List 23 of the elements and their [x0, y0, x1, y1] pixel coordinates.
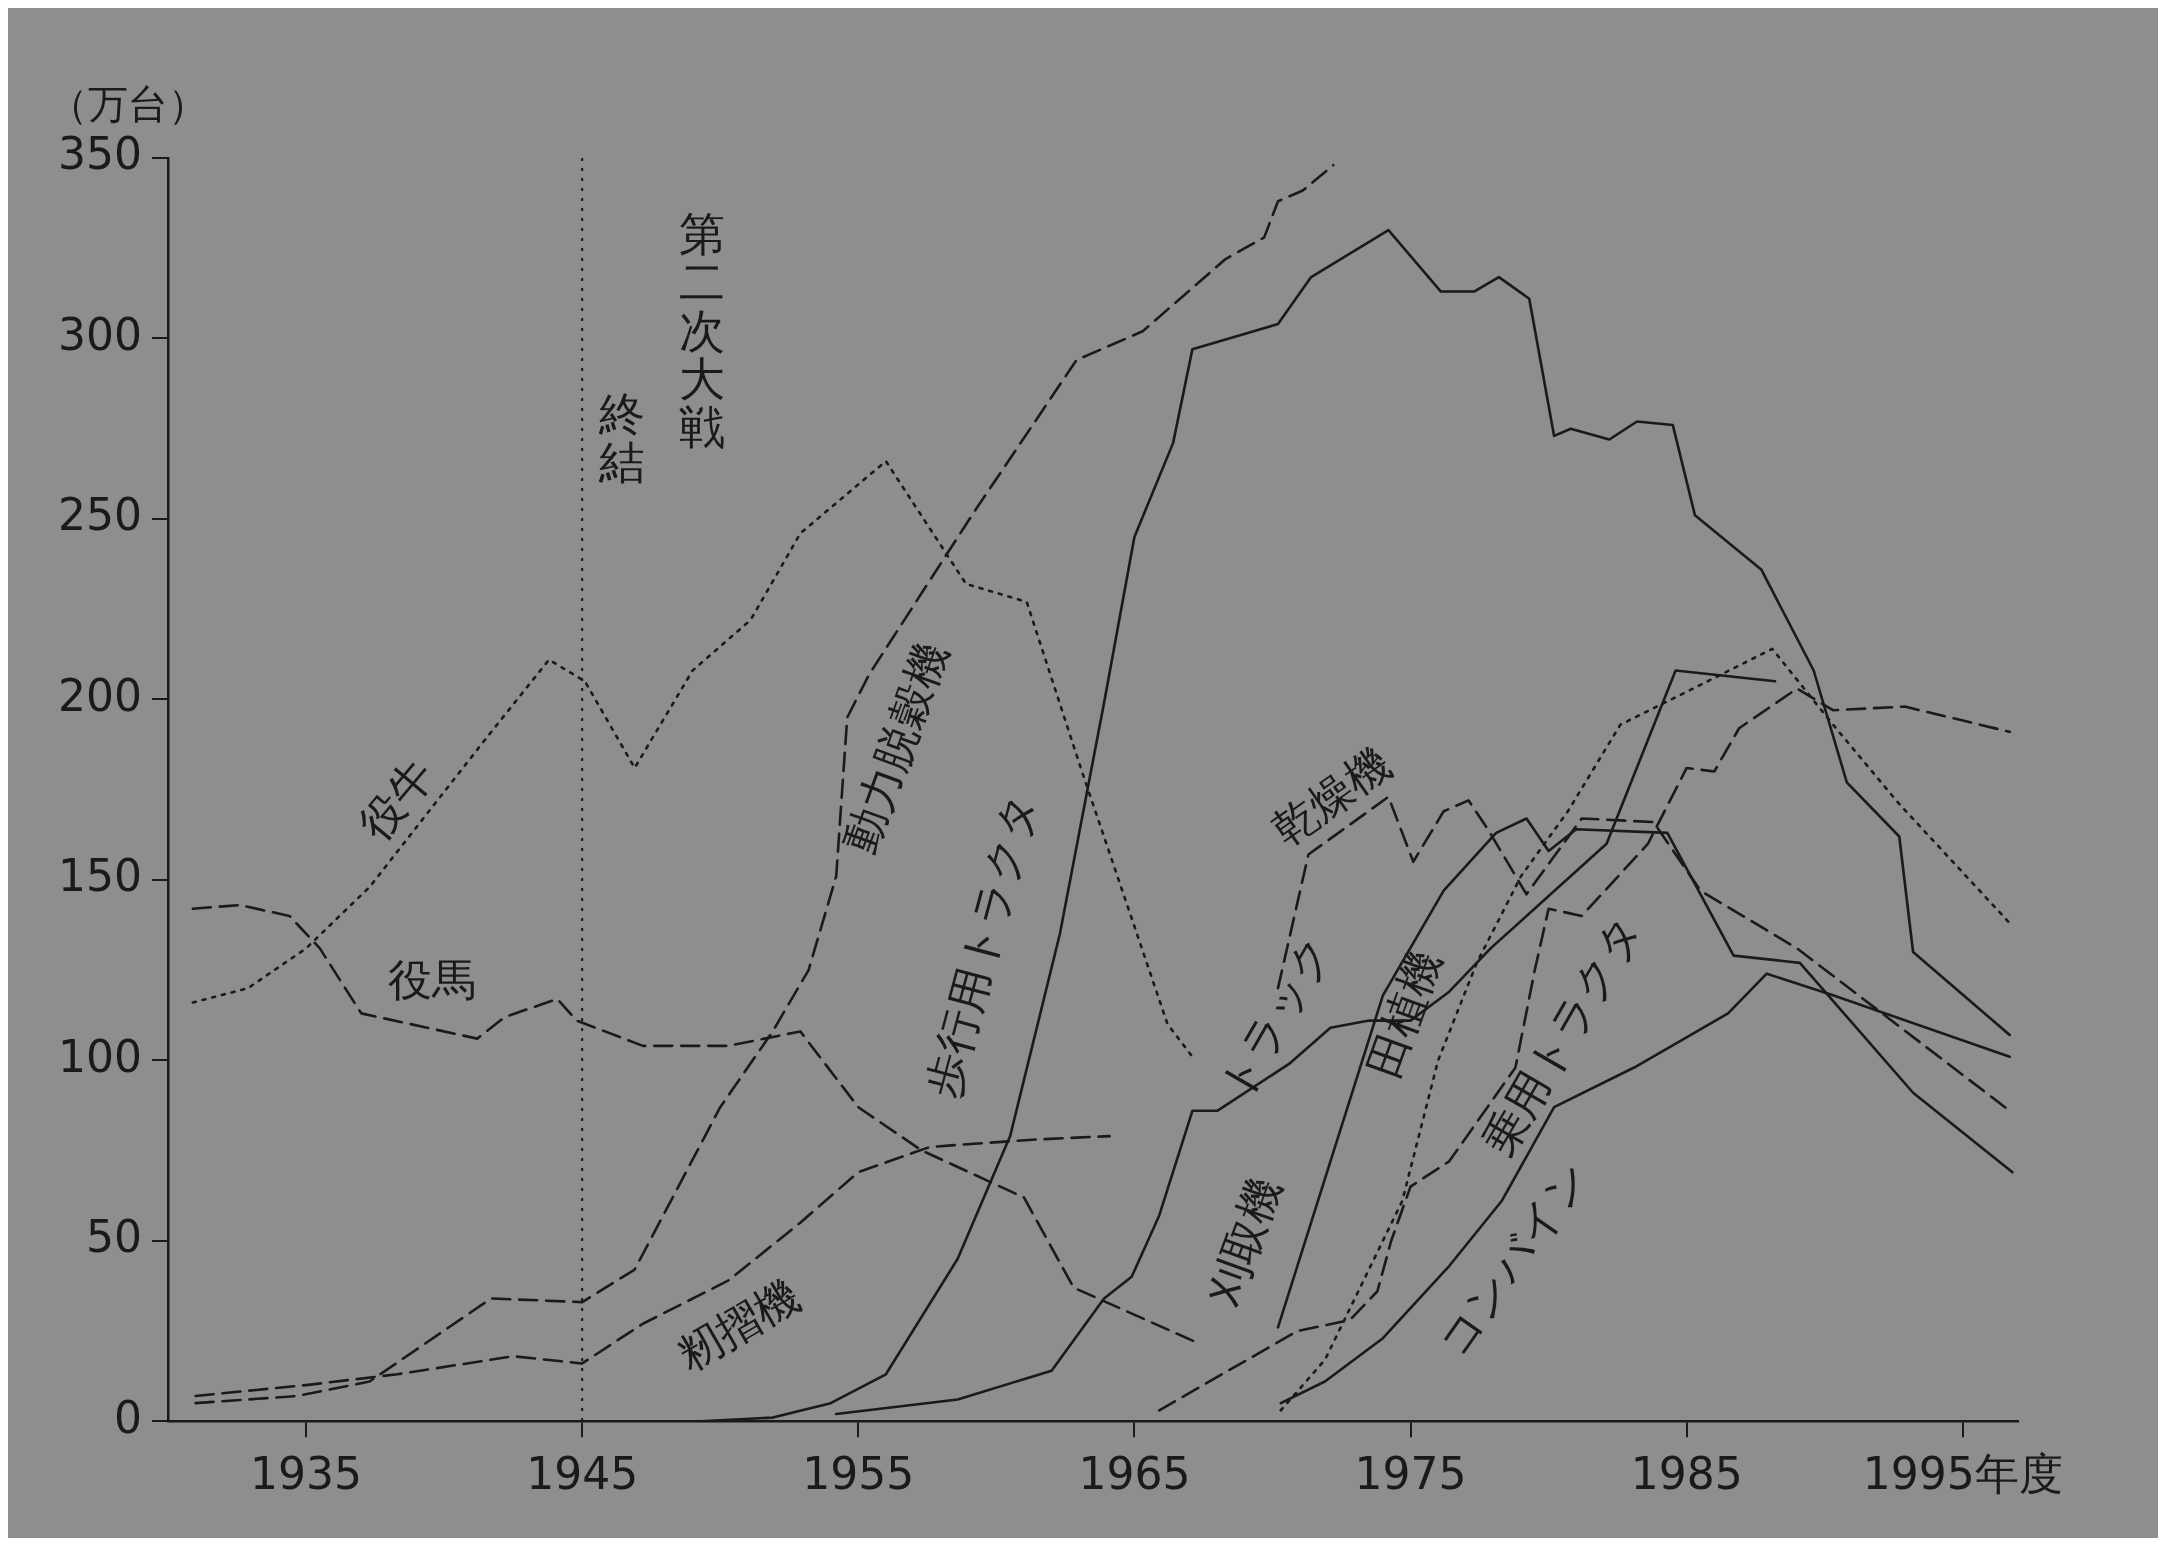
y-tick-label: 100	[58, 1030, 142, 1082]
y-tick-label: 50	[85, 1211, 142, 1263]
y-axis-title: （万台）	[47, 81, 208, 128]
text: 乗用トラクタ	[1472, 906, 1652, 1165]
y-tick-label: 200	[58, 669, 142, 721]
text: 刈取機	[1197, 1170, 1291, 1313]
text: トラック	[1208, 926, 1343, 1108]
x-tick-label: 1975	[1354, 1448, 1467, 1500]
x-tick-label: 1955	[802, 1448, 915, 1500]
x-tick-label: 1965	[1078, 1448, 1191, 1500]
y-tick-label: 250	[58, 489, 142, 541]
y-tick-label: 300	[58, 308, 142, 360]
x-tick-label: 1995年度	[1862, 1448, 2063, 1500]
text: 乾燥機	[1262, 737, 1400, 855]
y-tick-label: 150	[58, 850, 142, 902]
x-tick-label: 1985	[1630, 1448, 1743, 1500]
x-tick-label: 1935	[250, 1448, 363, 1500]
x-tick-label: 1945	[526, 1448, 639, 1500]
text: 役牛	[348, 749, 445, 850]
y-tick-label: 0	[113, 1391, 142, 1443]
y-tick-label: 350	[58, 128, 142, 180]
text: 籾摺機	[668, 1269, 809, 1380]
series-label: 役馬	[388, 954, 477, 1006]
